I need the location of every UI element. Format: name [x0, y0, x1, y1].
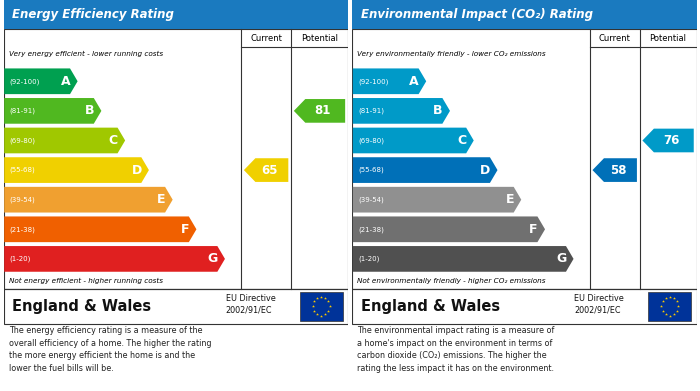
Text: Current: Current	[250, 34, 282, 43]
Bar	[4, 0, 348, 29]
Text: (81-91): (81-91)	[10, 108, 36, 114]
Text: EU Directive
2002/91/EC: EU Directive 2002/91/EC	[225, 294, 275, 315]
Text: (69-80): (69-80)	[10, 137, 36, 144]
Polygon shape	[4, 246, 225, 272]
Polygon shape	[353, 157, 498, 183]
Text: D: D	[480, 163, 490, 177]
Text: (21-38): (21-38)	[10, 226, 36, 233]
Text: (55-68): (55-68)	[10, 167, 36, 173]
Text: 76: 76	[664, 134, 680, 147]
Text: 65: 65	[261, 163, 278, 177]
Text: Potential: Potential	[301, 34, 338, 43]
Text: 58: 58	[610, 163, 627, 177]
Polygon shape	[353, 217, 545, 242]
Text: Very environmentally friendly - lower CO₂ emissions: Very environmentally friendly - lower CO…	[357, 51, 546, 57]
Text: Energy Efficiency Rating: Energy Efficiency Rating	[12, 8, 174, 21]
Text: (55-68): (55-68)	[358, 167, 384, 173]
Bar	[4, 289, 348, 324]
Polygon shape	[592, 158, 637, 182]
Text: C: C	[108, 134, 118, 147]
Text: The environmental impact rating is a measure of
a home's impact on the environme: The environmental impact rating is a mea…	[357, 326, 554, 373]
Text: G: G	[556, 253, 566, 265]
Text: England & Wales: England & Wales	[12, 299, 151, 314]
Polygon shape	[353, 246, 573, 272]
Text: (92-100): (92-100)	[10, 78, 40, 84]
Text: B: B	[433, 104, 442, 117]
Polygon shape	[4, 187, 173, 213]
Text: (39-54): (39-54)	[10, 196, 36, 203]
Text: A: A	[410, 75, 419, 88]
Bar	[4, 29, 348, 289]
Bar	[352, 29, 696, 289]
Polygon shape	[643, 129, 694, 152]
Bar	[352, 0, 696, 29]
Text: Potential: Potential	[650, 34, 687, 43]
Text: E: E	[505, 193, 514, 206]
Polygon shape	[294, 99, 345, 123]
Text: E: E	[157, 193, 165, 206]
Text: Current: Current	[598, 34, 631, 43]
Text: A: A	[61, 75, 71, 88]
Text: (39-54): (39-54)	[358, 196, 384, 203]
Text: (21-38): (21-38)	[358, 226, 384, 233]
Polygon shape	[353, 98, 450, 124]
Text: F: F	[181, 223, 189, 236]
Text: (92-100): (92-100)	[358, 78, 389, 84]
Text: D: D	[132, 163, 141, 177]
Bar	[300, 292, 343, 321]
Text: G: G	[207, 253, 218, 265]
Text: EU Directive
2002/91/EC: EU Directive 2002/91/EC	[574, 294, 624, 315]
Text: England & Wales: England & Wales	[360, 299, 500, 314]
Polygon shape	[353, 187, 522, 213]
Polygon shape	[4, 157, 149, 183]
Polygon shape	[4, 217, 197, 242]
Polygon shape	[4, 68, 78, 94]
Text: The energy efficiency rating is a measure of the
overall efficiency of a home. T: The energy efficiency rating is a measur…	[8, 326, 211, 373]
Text: Not energy efficient - higher running costs: Not energy efficient - higher running co…	[8, 278, 162, 284]
Text: 81: 81	[315, 104, 331, 117]
Text: (1-20): (1-20)	[358, 256, 379, 262]
Text: Environmental Impact (CO₂) Rating: Environmental Impact (CO₂) Rating	[360, 8, 593, 21]
Polygon shape	[353, 127, 474, 153]
Polygon shape	[244, 158, 288, 182]
Polygon shape	[4, 127, 125, 153]
Text: B: B	[85, 104, 94, 117]
Text: Not environmentally friendly - higher CO₂ emissions: Not environmentally friendly - higher CO…	[357, 278, 546, 284]
Bar	[648, 292, 692, 321]
Text: F: F	[529, 223, 538, 236]
Polygon shape	[353, 68, 426, 94]
Polygon shape	[4, 98, 101, 124]
Text: (69-80): (69-80)	[358, 137, 384, 144]
Text: (1-20): (1-20)	[10, 256, 31, 262]
Text: (81-91): (81-91)	[358, 108, 384, 114]
Text: C: C	[457, 134, 466, 147]
Text: Very energy efficient - lower running costs: Very energy efficient - lower running co…	[8, 51, 163, 57]
Bar	[352, 289, 696, 324]
